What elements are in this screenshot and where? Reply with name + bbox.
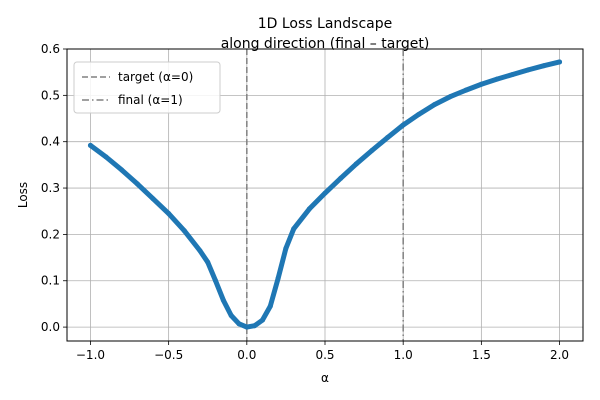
loss-point [267,303,273,309]
loss-point [275,275,281,281]
loss-point [228,313,234,319]
loss-point [213,278,219,284]
y-tick-label: 0.3 [41,181,60,195]
loss-point [166,211,172,217]
loss-point [220,297,226,303]
loss-point [525,67,531,73]
y-tick-label: 0.6 [41,42,60,56]
legend-target-label: target (α=0) [118,70,193,84]
y-tick-label: 0.4 [41,135,60,149]
y-tick-label: 0.0 [41,320,60,334]
loss-point [463,87,469,93]
loss-point [306,206,312,212]
loss-point [236,321,242,327]
loss-point [541,63,547,69]
loss-point [369,148,375,153]
loss-point [197,248,203,254]
chart-title: 1D Loss Landscape [258,16,393,32]
legend: target (α=0) final (α=1) [73,61,221,114]
reference-lines [246,49,404,341]
loss-point [103,154,109,160]
loss-point [557,59,563,65]
loss-point [119,167,125,173]
x-tick-label: 1.5 [472,348,491,362]
chart-subtitle: along direction (final – target) [221,36,430,52]
loss-point [416,111,422,117]
loss-point [87,142,93,148]
loss-point [447,94,453,100]
loss-point [252,323,258,329]
y-tick-label: 0.2 [41,227,60,241]
x-tick-label: 0.0 [237,348,256,362]
loss-point [150,196,156,202]
loss-point [134,181,140,187]
x-tick-label: 0.5 [315,348,334,362]
legend-final-label: final (α=1) [118,93,183,107]
loss-point [338,175,344,181]
loss-point [291,226,297,232]
loss-point [494,76,500,82]
loss-point [400,122,406,128]
x-axis-label: α [321,371,329,385]
loss-series [87,59,563,330]
x-tick-label: −1.0 [76,348,105,362]
loss-point [431,102,437,108]
loss-point [353,161,359,167]
loss-point [283,245,289,251]
x-axis-ticks: −1.0 −0.5 0.0 0.5 1.0 1.5 2.0 [76,341,569,362]
loss-point [259,317,265,323]
loss-point [385,135,391,141]
y-axis-label: Loss [16,182,30,208]
loss-point [510,71,516,77]
y-tick-label: 0.5 [41,88,60,102]
legend-box [73,61,221,114]
x-tick-label: 1.0 [394,348,413,362]
x-tick-label: 2.0 [550,348,569,362]
loss-point [322,190,328,196]
loss-point [205,259,211,265]
y-tick-label: 0.1 [41,274,60,288]
x-tick-label: −0.5 [154,348,183,362]
loss-point [181,228,187,234]
y-axis-ticks: 0.0 0.1 0.2 0.3 0.4 0.5 0.6 [41,42,67,334]
loss-point [244,324,250,330]
loss-point [478,81,484,87]
